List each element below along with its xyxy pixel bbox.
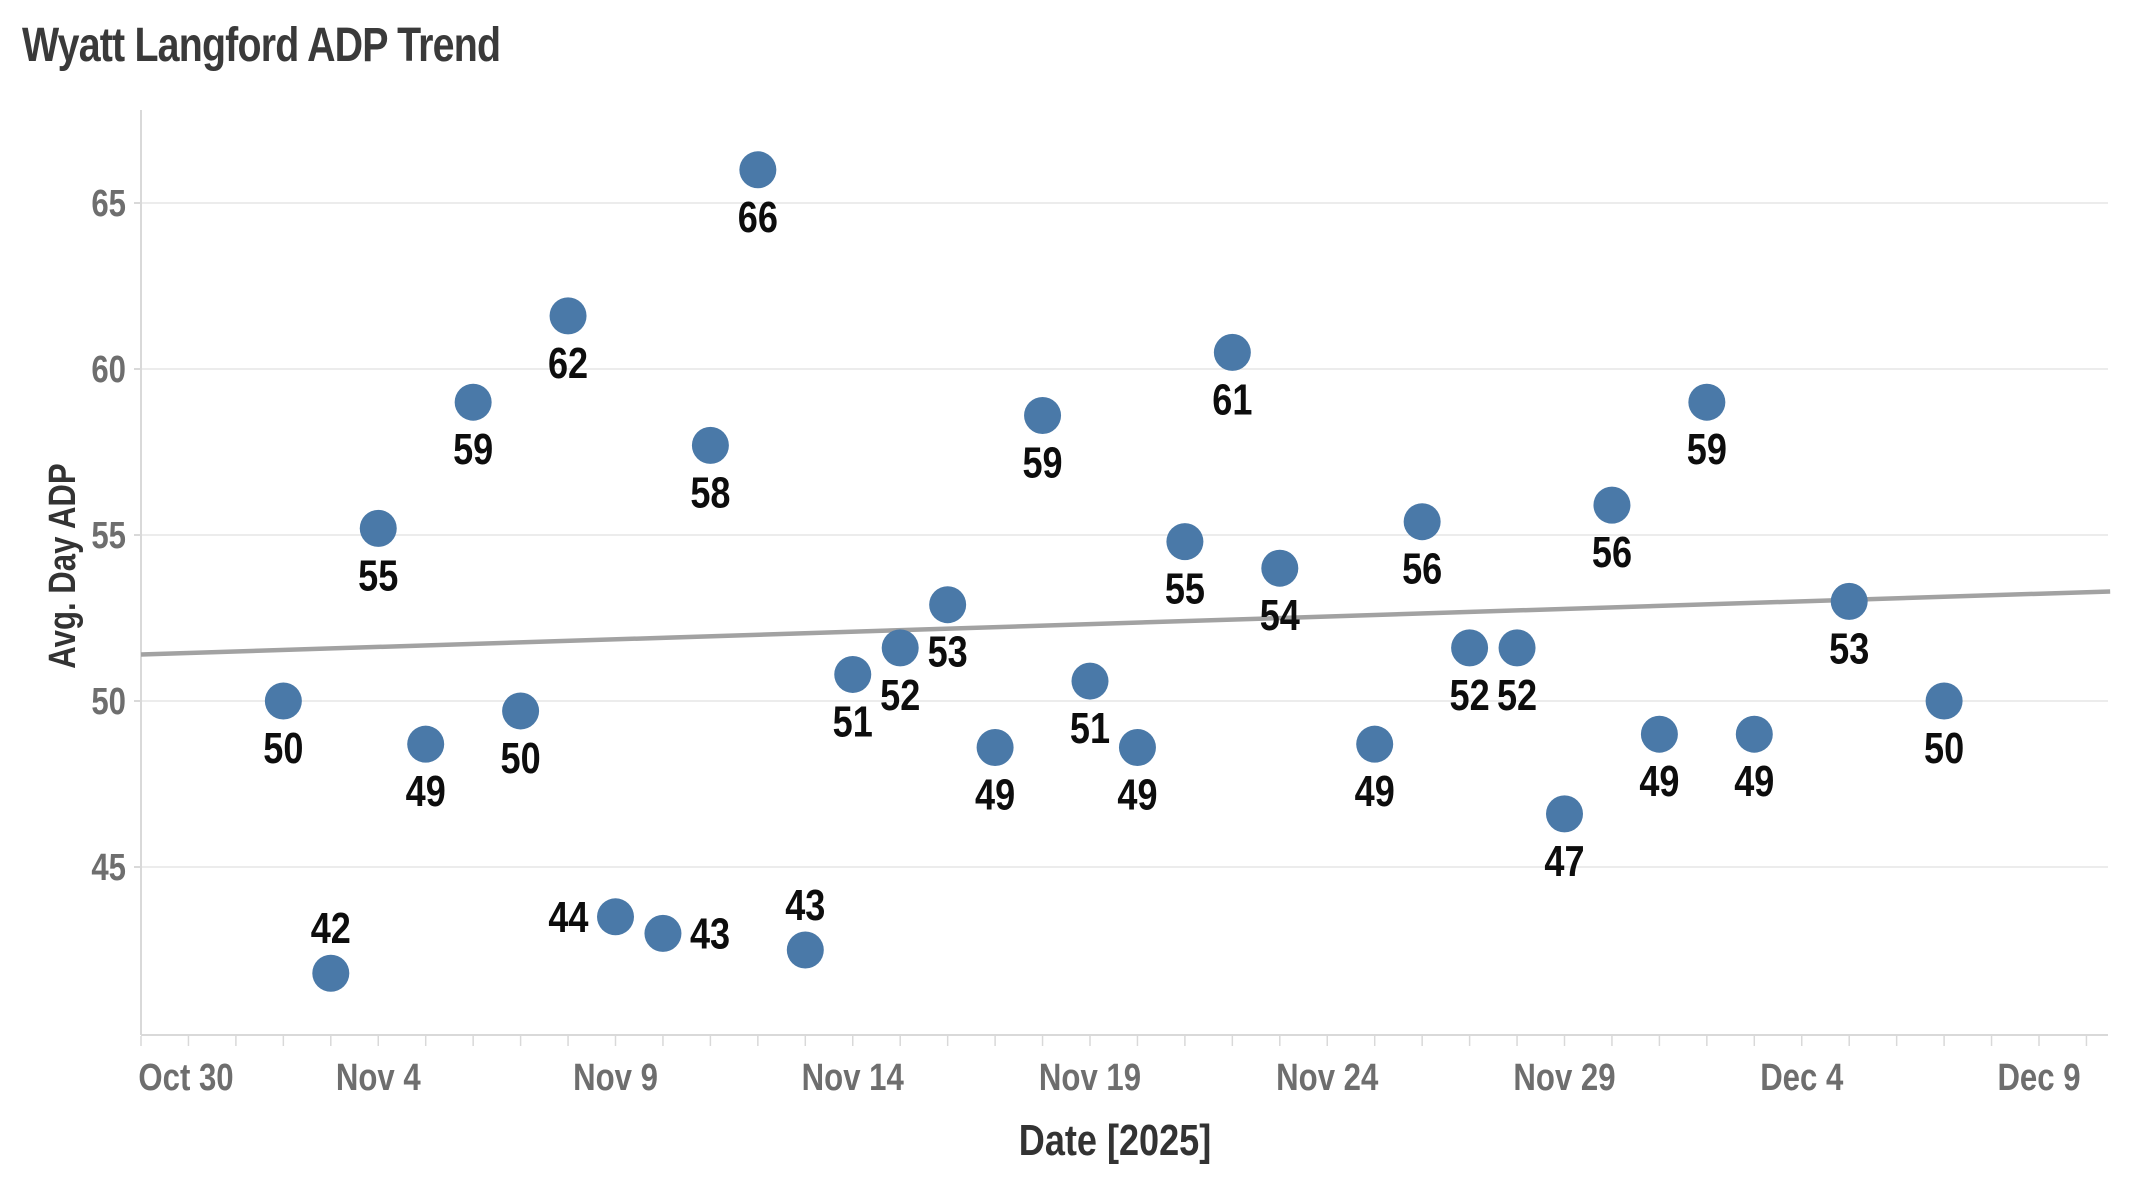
x-tick-label: Oct 30	[138, 1057, 233, 1099]
data-point[interactable]	[929, 586, 967, 624]
data-point[interactable]	[312, 954, 350, 992]
data-point-label: 49	[1639, 757, 1679, 806]
data-point-label: 49	[1117, 770, 1157, 819]
data-point[interactable]	[1166, 523, 1204, 561]
data-point[interactable]	[1261, 549, 1299, 587]
data-point[interactable]	[1403, 503, 1441, 541]
y-tick-label: 50	[91, 681, 126, 723]
data-point-label: 56	[1402, 544, 1442, 593]
data-point-label: 44	[548, 892, 589, 941]
data-point[interactable]	[691, 426, 729, 464]
data-point[interactable]	[1498, 629, 1536, 667]
data-point-label: 50	[263, 724, 303, 773]
data-point[interactable]	[1925, 682, 1963, 720]
data-point-label: 66	[738, 192, 778, 241]
data-point-label: 61	[1212, 375, 1252, 424]
data-point-label: 55	[1165, 564, 1205, 613]
data-point[interactable]	[1356, 725, 1394, 763]
x-tick-label: Nov 29	[1513, 1057, 1615, 1099]
data-point-label: 43	[690, 909, 730, 958]
data-point[interactable]	[597, 898, 634, 936]
data-point-label: 52	[1450, 671, 1490, 720]
data-point-label: 55	[358, 551, 398, 600]
data-point-label: 52	[880, 671, 920, 720]
data-point[interactable]	[1830, 582, 1868, 620]
data-point[interactable]	[881, 629, 919, 667]
x-tick-label: Nov 4	[336, 1057, 421, 1099]
x-axis-title: Date [2025]	[1019, 1116, 1211, 1165]
data-point-label: 51	[1070, 704, 1110, 753]
data-point-label: 53	[1829, 624, 1869, 673]
data-point-label: 53	[928, 627, 968, 676]
x-tick-label: Nov 24	[1276, 1057, 1379, 1099]
data-point-label: 51	[833, 697, 873, 746]
data-point[interactable]	[1688, 383, 1726, 421]
data-point[interactable]	[1451, 629, 1489, 667]
data-point-label: 52	[1497, 671, 1537, 720]
data-point[interactable]	[739, 151, 777, 189]
data-point[interactable]	[1071, 662, 1109, 700]
data-point[interactable]	[502, 692, 540, 730]
data-point-label: 49	[975, 770, 1015, 819]
data-point[interactable]	[1593, 486, 1631, 524]
data-point-label: 54	[1260, 591, 1301, 640]
y-tick-label: 60	[91, 349, 126, 391]
x-tick-label: Nov 9	[573, 1057, 658, 1099]
data-point[interactable]	[407, 725, 445, 763]
data-point[interactable]	[1213, 333, 1251, 371]
data-point-label: 50	[501, 734, 541, 783]
y-tick-label: 65	[91, 183, 126, 225]
y-tick-label: 55	[91, 515, 126, 557]
data-point[interactable]	[786, 931, 824, 969]
data-point[interactable]	[454, 383, 492, 421]
data-point-label: 62	[548, 339, 588, 388]
x-tick-label: Nov 19	[1039, 1057, 1141, 1099]
data-point-label: 42	[311, 904, 351, 953]
x-tick-label: Dec 9	[1997, 1057, 2080, 1099]
data-point[interactable]	[976, 728, 1014, 766]
data-point[interactable]	[834, 655, 872, 693]
y-tick-label: 45	[91, 847, 126, 889]
data-point[interactable]	[1024, 396, 1062, 434]
data-point-label: 59	[1687, 425, 1727, 474]
data-point-label: 49	[1734, 757, 1774, 806]
data-point-label: 59	[453, 425, 493, 474]
y-axis-title: Avg. Day ADP	[42, 463, 84, 668]
chart-title: Wyatt Langford ADP Trend	[22, 19, 501, 72]
data-point[interactable]	[1735, 715, 1773, 753]
data-point-label: 56	[1592, 528, 1632, 577]
data-point[interactable]	[264, 682, 302, 720]
x-tick-label: Nov 14	[802, 1057, 905, 1099]
trend-line	[140, 589, 2111, 657]
data-point-label: 49	[406, 767, 446, 816]
data-point-label: 47	[1544, 837, 1584, 886]
data-point[interactable]	[359, 509, 397, 547]
data-point-label: 43	[785, 881, 825, 930]
data-point[interactable]	[549, 297, 587, 335]
data-point[interactable]	[1546, 795, 1583, 833]
data-point-label: 58	[690, 468, 730, 517]
data-point-label: 50	[1924, 724, 1964, 773]
x-tick-label: Dec 4	[1760, 1057, 1844, 1099]
data-point-label: 59	[1022, 438, 1062, 487]
data-point[interactable]	[644, 914, 682, 952]
data-point[interactable]	[1118, 728, 1156, 766]
data-point[interactable]	[1640, 715, 1678, 753]
data-point-label: 49	[1355, 767, 1395, 816]
